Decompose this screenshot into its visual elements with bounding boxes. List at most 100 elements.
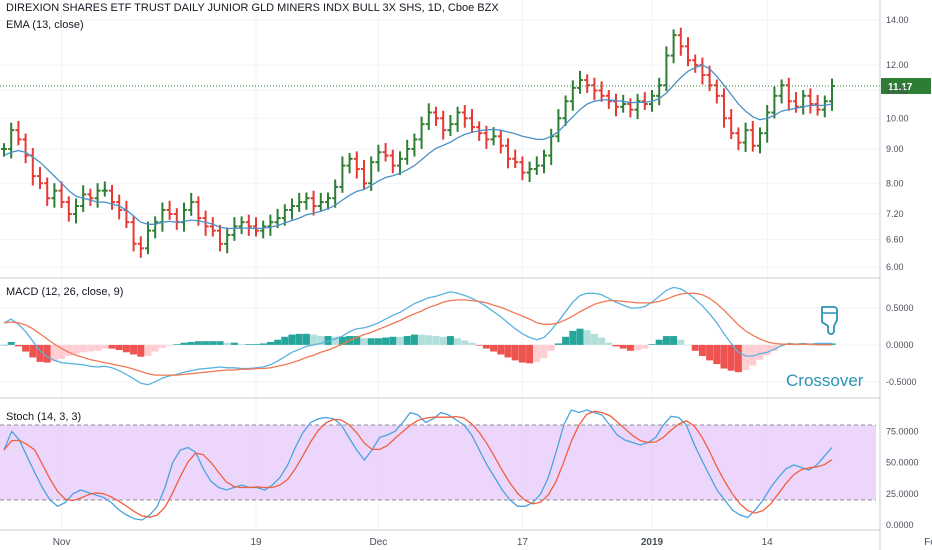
macd-histogram-bar [122, 344, 130, 353]
macd-histogram-bar [612, 344, 620, 347]
macd-histogram-bar [259, 343, 267, 345]
ohlc-bar [785, 77, 792, 111]
macd-histogram-bar [446, 336, 454, 345]
macd-histogram-bar [14, 344, 22, 347]
crossover-annotation: Crossover [786, 371, 864, 390]
ohlc-bar [533, 156, 540, 175]
ohlc-bar [613, 93, 619, 117]
macd-histogram-bar [547, 344, 555, 351]
macd-histogram-bar [281, 336, 289, 345]
ohlc-bar [188, 192, 195, 216]
stoch-k-line [3, 409, 833, 521]
pointing-hand-shape [821, 306, 838, 335]
ohlc-bar [260, 220, 267, 239]
macd-histogram-bar [58, 344, 66, 359]
macd-pane[interactable]: Crossover [0, 286, 864, 390]
ohlc-bar [382, 143, 389, 162]
ohlc-bar [505, 138, 511, 169]
macd-histogram-bar [223, 342, 231, 345]
stoch-tick-label: 75.0000 [886, 426, 919, 436]
ohlc-bar [181, 202, 187, 232]
ohlc-bar [418, 116, 425, 149]
x-tick-label: 17 [517, 537, 529, 548]
macd-histogram-bar [72, 344, 80, 354]
ohlc-bar [807, 88, 814, 114]
macd-histogram-bar [94, 344, 102, 351]
macd-histogram-bar [338, 336, 346, 345]
ohlc-bar [202, 210, 209, 236]
macd-histogram-bar [706, 344, 714, 361]
ohlc-bar [627, 98, 634, 118]
ohlc-bar [735, 127, 742, 151]
ohlc-bar [58, 181, 65, 208]
macd-histogram-bar [115, 344, 123, 351]
ohlc-bar [310, 190, 317, 216]
ohlc-bar [656, 77, 663, 106]
ohlc-bar [699, 57, 706, 85]
ohlc-bar [757, 127, 763, 154]
x-tick-label: 19 [250, 537, 262, 548]
macd-histogram-bar [238, 344, 246, 345]
macd-histogram-bar [554, 343, 562, 345]
macd-histogram-bar [770, 344, 778, 351]
macd-histogram-bar [655, 339, 663, 345]
ohlc-bar [569, 80, 576, 111]
ohlc-bar [397, 151, 403, 176]
macd-tick-label: -0.5000 [886, 377, 917, 387]
ohlc-bar [670, 29, 677, 64]
macd-histogram-bar [583, 330, 591, 345]
price-tick-label: 12.00 [886, 60, 909, 70]
price-pane[interactable]: 11.17 [0, 27, 931, 258]
ohlc-bar [224, 227, 231, 254]
ohlc-bar [764, 105, 771, 143]
stoch-tick-label: 25.0000 [886, 489, 919, 499]
ohlc-bar [685, 37, 691, 67]
ohlc-bar [317, 192, 324, 212]
ohlc-bar [137, 236, 144, 258]
macd-histogram-bar [295, 333, 303, 345]
macd-histogram-bar [216, 341, 224, 345]
macd-histogram-bar [497, 344, 505, 355]
macd-histogram-bar [475, 344, 483, 346]
macd-histogram-bar [252, 344, 260, 345]
macd-histogram-bar [792, 344, 800, 346]
ohlc-bar [663, 46, 670, 92]
macd-histogram-bar [151, 344, 159, 352]
ohlc-bar [778, 79, 785, 104]
macd-histogram-bar [410, 334, 418, 345]
ohlc-bar [713, 79, 720, 104]
macd-histogram-bar [180, 342, 188, 345]
macd-histogram-bar [310, 334, 318, 345]
macd-histogram-bar [634, 344, 642, 351]
ohlc-bar [641, 92, 648, 110]
macd-histogram-bar [50, 344, 58, 362]
macd-histogram-bar [7, 341, 15, 345]
macd-histogram-bar [727, 344, 735, 371]
macd-histogram-bar [374, 338, 382, 345]
ohlc-bar [425, 103, 432, 131]
macd-histogram-bar [137, 344, 145, 357]
ohlc-bar [289, 198, 295, 220]
ohlc-bar [706, 65, 713, 92]
ema-line [3, 64, 833, 230]
macd-histogram-bar [389, 336, 397, 345]
macd-histogram-bar [742, 344, 750, 370]
macd-histogram-bar [418, 334, 426, 345]
ema-indicator-label: EMA (13, close) [6, 19, 84, 31]
ohlc-bar [296, 192, 303, 212]
ohlc-bar [166, 200, 173, 220]
ohlc-bar [411, 133, 418, 157]
signal-line [3, 292, 832, 376]
macd-histogram-bar [677, 339, 685, 345]
ohlc-bar [346, 153, 353, 174]
chart-title: DIREXION SHARES ETF TRUST DAILY JUNIOR G… [6, 2, 499, 14]
ohlc-bar [721, 88, 727, 128]
stoch-pane[interactable] [0, 409, 876, 521]
macd-histogram-bar [461, 340, 469, 345]
macd-histogram-bar [605, 342, 613, 345]
macd-histogram-bar [194, 341, 202, 345]
ohlc-bar [245, 214, 252, 236]
macd-histogram-bar [691, 344, 699, 351]
ohlc-bar [742, 122, 749, 153]
